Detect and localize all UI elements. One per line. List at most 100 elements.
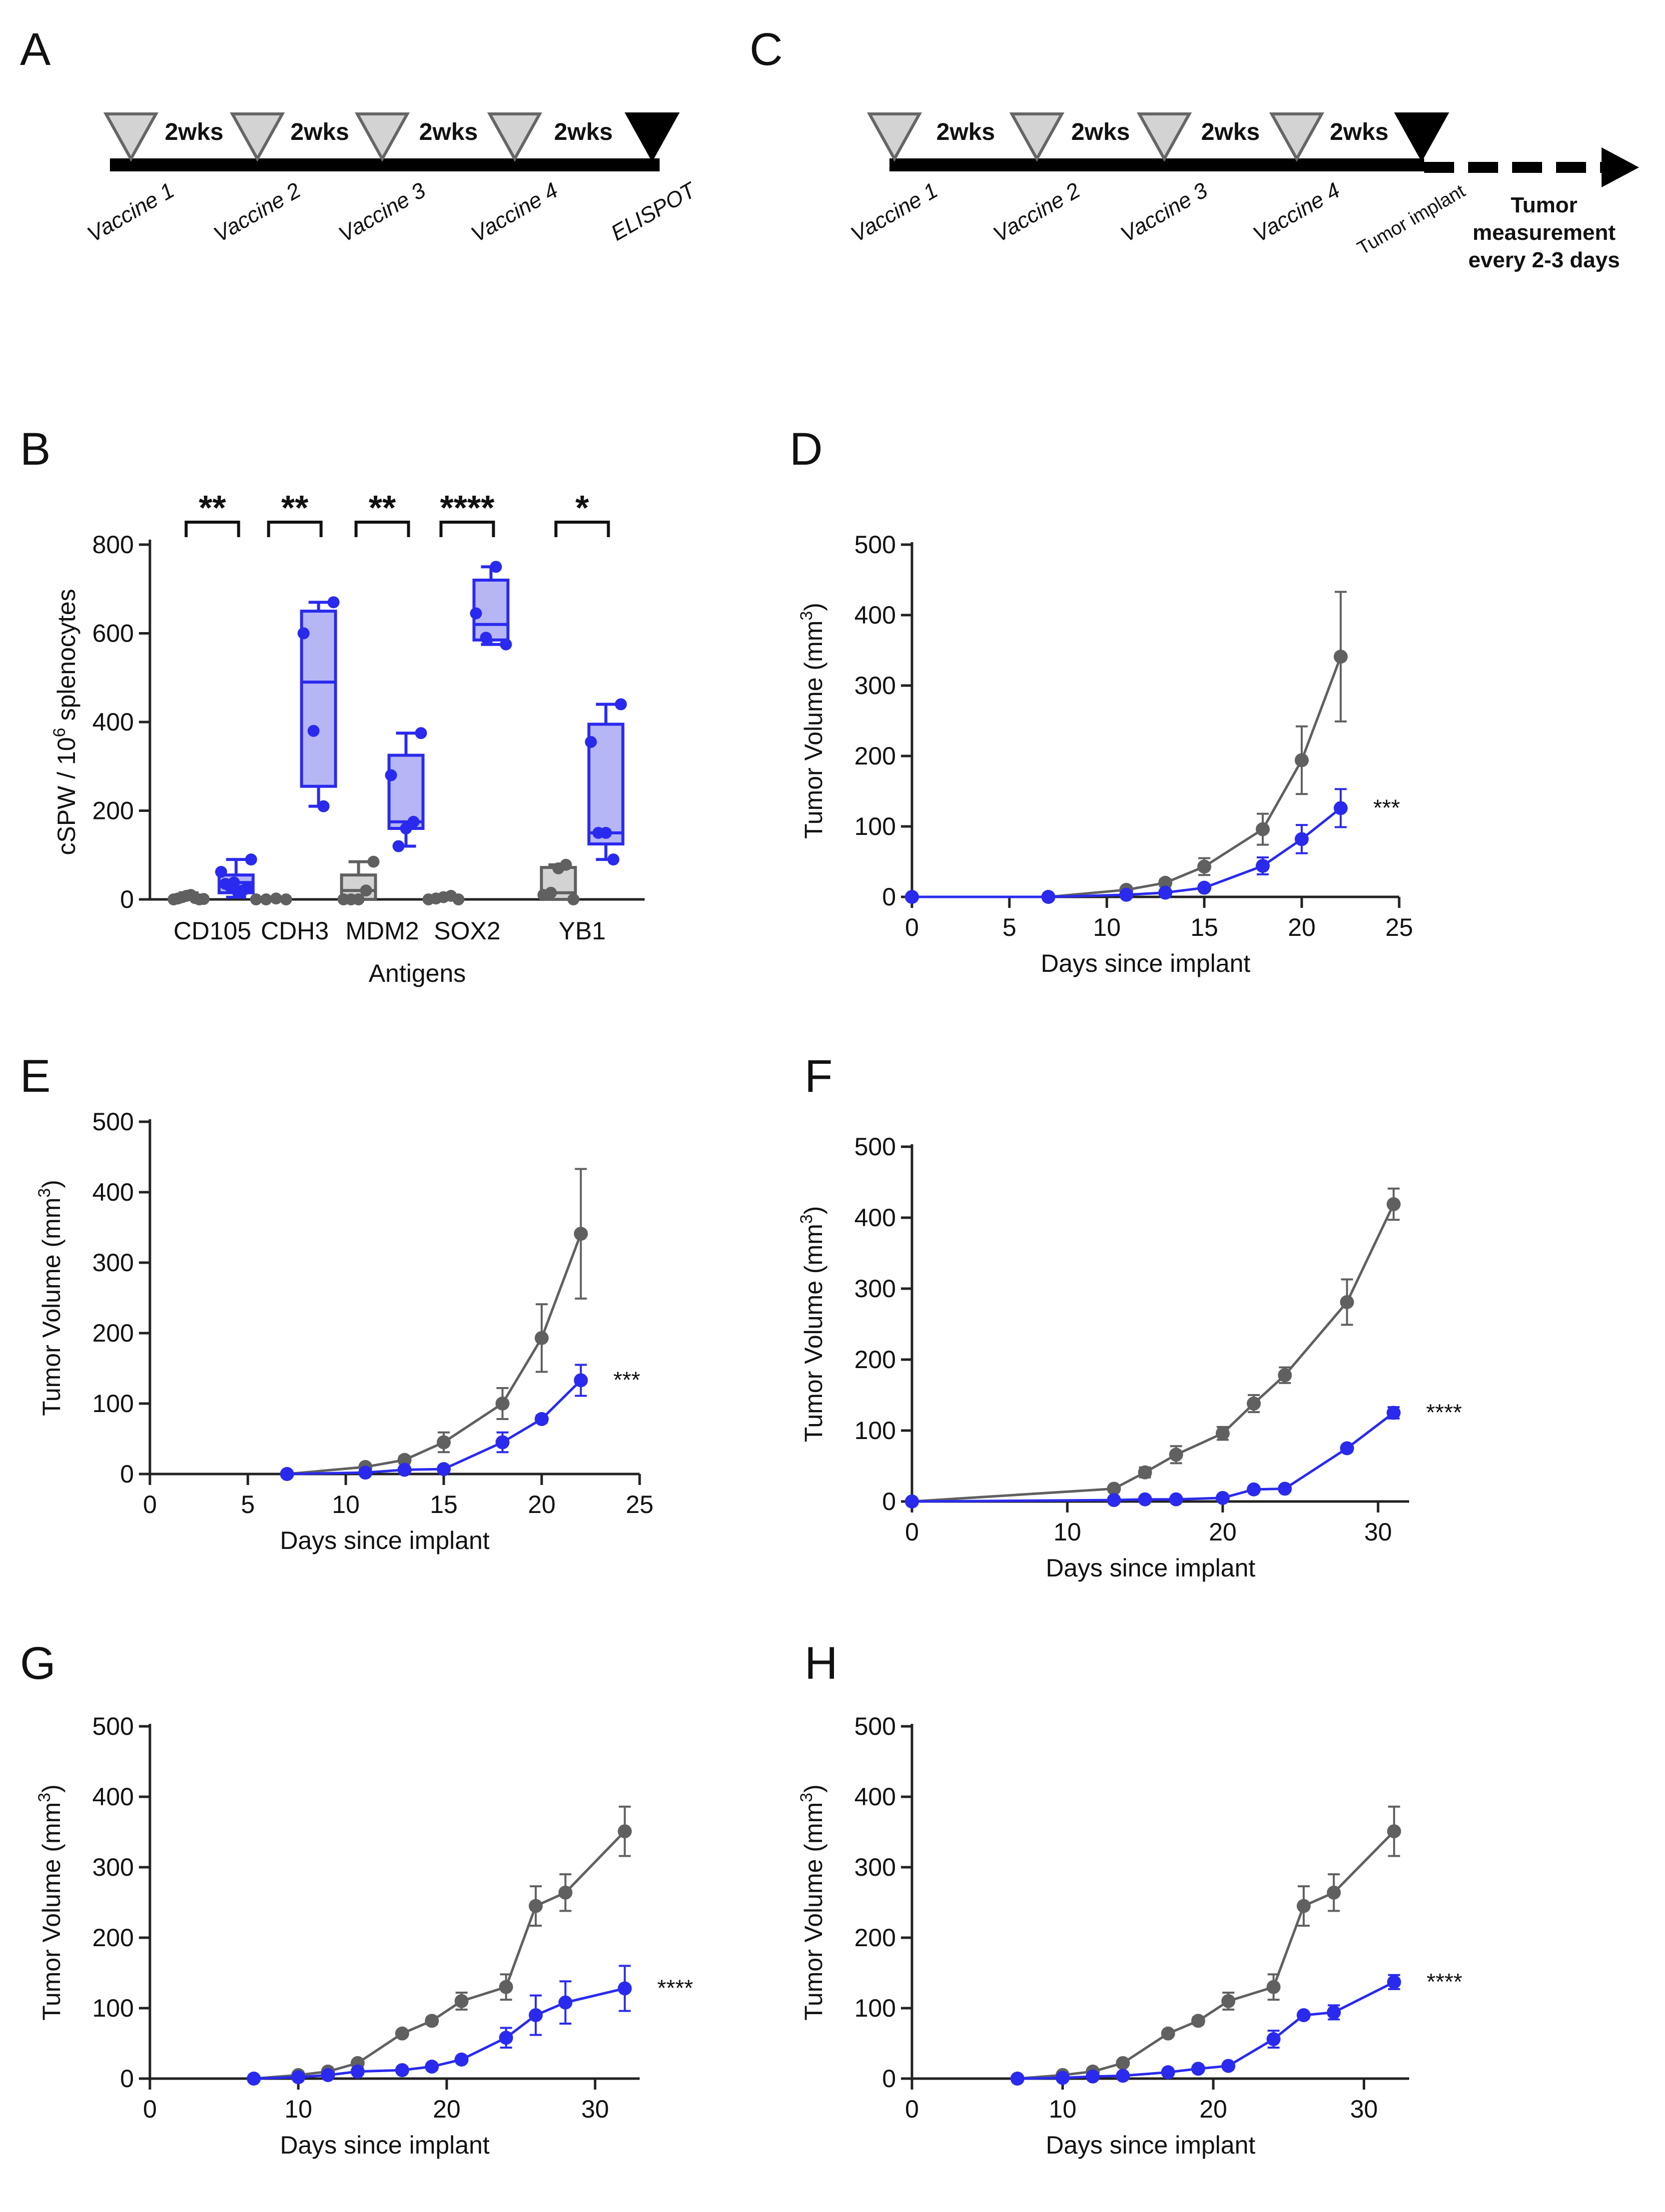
x-axis-label: Days since implant xyxy=(1041,949,1251,977)
x-tick-label: 10 xyxy=(284,2095,312,2123)
data-point xyxy=(1169,1492,1183,1506)
control-box-sox2 xyxy=(422,889,465,905)
y-tick-label: 500 xyxy=(854,531,896,559)
data-point xyxy=(1158,885,1172,900)
data-point xyxy=(1387,1824,1401,1839)
series-vaccine xyxy=(905,1406,1401,1508)
y-tick-label: 400 xyxy=(92,1178,134,1206)
chart-panel-g: G 0 100 200 300 400 500 0 10 20 30 Days since impla… xyxy=(20,1638,693,2159)
y-tick-label: 300 xyxy=(92,1853,134,1881)
vaccine-box-cdh3 xyxy=(297,596,340,812)
x-axis-label: Antigens xyxy=(369,959,466,987)
data-point xyxy=(1340,1295,1354,1309)
y-tick-label: 200 xyxy=(92,797,134,825)
series-line xyxy=(287,1233,582,1475)
x-tick-label: CDH3 xyxy=(261,917,329,945)
x-tick-label: 25 xyxy=(626,1490,654,1518)
data-point xyxy=(280,1467,294,1481)
x-tick-label: 20 xyxy=(433,2095,461,2123)
vaccine-triangle-icon xyxy=(354,112,410,162)
box xyxy=(587,723,625,846)
significance-label: *** xyxy=(1373,794,1400,820)
data-point xyxy=(437,1435,451,1450)
control-box-cdh3 xyxy=(250,892,292,905)
data-point xyxy=(500,638,512,651)
significance-label: **** xyxy=(1426,1400,1462,1426)
vaccine-triangle-icon xyxy=(1269,112,1325,162)
x-tick-label: 20 xyxy=(1288,913,1316,941)
y-tick-label: 200 xyxy=(854,742,896,770)
x-axis-label: Days since implant xyxy=(280,2131,490,2159)
data-point xyxy=(392,840,405,852)
y-tick-label: 100 xyxy=(854,812,896,840)
data-point xyxy=(397,1463,412,1477)
y-axis-label: Tumor Volume (mm3) xyxy=(797,603,828,839)
y-axis-label: cSPW / 106 splenocytes xyxy=(50,589,80,855)
x-axis-label: Days since implant xyxy=(280,1526,490,1554)
x-tick-label: 30 xyxy=(1350,2095,1378,2123)
data-point xyxy=(360,884,372,897)
x-tick-label: 20 xyxy=(528,1490,556,1518)
y-tick-label: 0 xyxy=(882,1487,896,1515)
series-line xyxy=(1017,1830,1395,2080)
data-point xyxy=(1340,1441,1354,1456)
significance-label: *** xyxy=(613,1367,640,1393)
significance-bracket xyxy=(184,521,240,537)
data-point xyxy=(1387,1975,1401,1989)
vaccine-box-sox2 xyxy=(470,561,512,651)
data-point xyxy=(1296,1899,1311,1913)
data-point xyxy=(352,893,365,905)
chart-panel-d: D 0 100 200 300 400 500 0 5 10 15 20 25 Days since im… xyxy=(790,424,1413,977)
data-point xyxy=(321,2068,335,2082)
series-line xyxy=(912,807,1342,898)
data-point xyxy=(1197,880,1211,895)
panel-letter-e: E xyxy=(20,1051,50,1102)
data-point xyxy=(1085,2069,1100,2084)
chart-panel-b: B 0 200 400 600 800 cSPW / 106 splenocytes Anti… xyxy=(20,424,645,987)
data-point xyxy=(1158,875,1172,890)
vaccine-box-yb1 xyxy=(585,698,627,866)
x-tick-label: 30 xyxy=(581,2095,609,2123)
chart-panel-e: E 0 100 200 300 400 500 0 5 10 15 20 25 Days since im… xyxy=(20,1051,654,1554)
data-point xyxy=(495,1397,510,1411)
data-point xyxy=(1119,887,1133,902)
panel-letter-b: B xyxy=(20,424,50,475)
box xyxy=(300,610,337,788)
data-point xyxy=(1386,1406,1401,1420)
data-point xyxy=(1295,753,1309,767)
y-tick-label: 400 xyxy=(854,1783,896,1811)
y-tick-label: 100 xyxy=(854,1417,896,1445)
data-point xyxy=(1334,801,1348,815)
x-tick-label: 0 xyxy=(143,2095,157,2123)
x-tick-label: YB1 xyxy=(559,917,606,945)
data-point xyxy=(1221,2059,1236,2073)
y-tick-label: 800 xyxy=(92,531,134,559)
vaccine-triangle-icon xyxy=(229,112,285,162)
significance-bracket xyxy=(267,521,323,537)
y-tick-label: 500 xyxy=(92,1712,134,1740)
x-tick-label: 0 xyxy=(905,1518,919,1546)
y-tick-label: 300 xyxy=(92,1249,134,1277)
event-label: Vaccine 4 xyxy=(467,178,562,247)
series-vaccine xyxy=(905,788,1348,904)
control-box-mdm2 xyxy=(337,855,380,905)
vaccine-triangle-icon xyxy=(866,112,922,162)
data-point xyxy=(367,855,380,868)
data-point xyxy=(246,2072,261,2086)
data-point xyxy=(1010,2072,1025,2086)
data-point xyxy=(1327,1885,1341,1900)
y-tick-label: 0 xyxy=(882,2065,896,2093)
event-label: Tumor implant xyxy=(1354,180,1469,259)
x-tick-label: CD105 xyxy=(173,917,251,945)
data-point xyxy=(1295,832,1309,846)
data-point xyxy=(245,853,257,866)
data-point xyxy=(1107,1481,1121,1496)
significance-bracket xyxy=(554,521,610,537)
data-point xyxy=(215,865,227,878)
data-point xyxy=(1266,2032,1281,2047)
data-point xyxy=(1191,2062,1205,2076)
x-tick-label: 10 xyxy=(1093,913,1121,941)
arrow-head-icon xyxy=(1602,147,1639,187)
y-tick-label: 0 xyxy=(882,883,896,911)
data-point xyxy=(529,1899,543,1913)
